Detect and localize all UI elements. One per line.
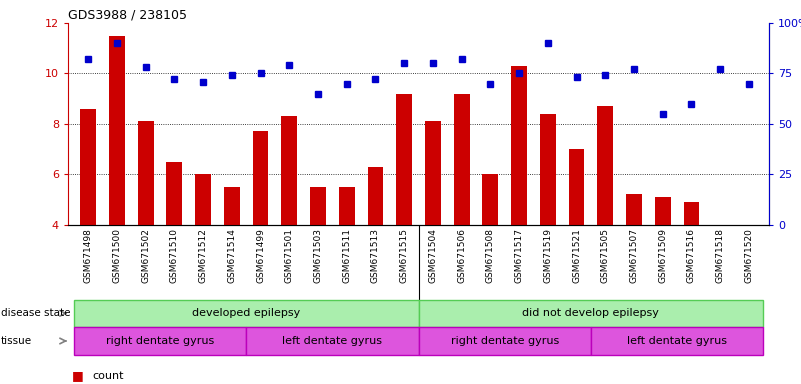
Bar bbox=[138, 121, 154, 225]
Bar bbox=[418, 327, 591, 355]
Text: right dentate gyrus: right dentate gyrus bbox=[106, 336, 214, 346]
Bar bbox=[482, 174, 498, 225]
Bar bbox=[511, 66, 527, 225]
Bar bbox=[224, 187, 239, 225]
Bar bbox=[74, 300, 419, 327]
Text: GSM671512: GSM671512 bbox=[199, 228, 207, 283]
Bar bbox=[310, 187, 326, 225]
Bar bbox=[195, 174, 211, 225]
Text: count: count bbox=[92, 371, 123, 381]
Text: GSM671508: GSM671508 bbox=[486, 228, 495, 283]
Text: GSM671506: GSM671506 bbox=[457, 228, 466, 283]
Text: GSM671499: GSM671499 bbox=[256, 228, 265, 283]
Text: did not develop epilepsy: did not develop epilepsy bbox=[522, 308, 659, 318]
Text: GSM671519: GSM671519 bbox=[543, 228, 552, 283]
Bar bbox=[453, 94, 469, 225]
Bar bbox=[540, 114, 556, 225]
Text: GDS3988 / 238105: GDS3988 / 238105 bbox=[68, 9, 187, 22]
Bar bbox=[569, 149, 585, 225]
Text: left dentate gyrus: left dentate gyrus bbox=[282, 336, 382, 346]
Bar bbox=[74, 327, 246, 355]
Text: GSM671511: GSM671511 bbox=[342, 228, 351, 283]
Text: right dentate gyrus: right dentate gyrus bbox=[451, 336, 559, 346]
Bar bbox=[683, 202, 699, 225]
Bar bbox=[80, 109, 96, 225]
Bar bbox=[368, 167, 384, 225]
Text: GSM671518: GSM671518 bbox=[715, 228, 725, 283]
Text: GSM671505: GSM671505 bbox=[601, 228, 610, 283]
Text: GSM671503: GSM671503 bbox=[313, 228, 323, 283]
Text: GSM671513: GSM671513 bbox=[371, 228, 380, 283]
Text: GSM671500: GSM671500 bbox=[112, 228, 122, 283]
Text: GSM671515: GSM671515 bbox=[400, 228, 409, 283]
Bar bbox=[396, 94, 412, 225]
Bar bbox=[281, 116, 297, 225]
Bar bbox=[654, 197, 670, 225]
Text: GSM671501: GSM671501 bbox=[285, 228, 294, 283]
Text: developed epilepsy: developed epilepsy bbox=[192, 308, 300, 318]
Text: GSM671521: GSM671521 bbox=[572, 228, 581, 283]
Text: GSM671498: GSM671498 bbox=[83, 228, 93, 283]
Text: tissue: tissue bbox=[1, 336, 32, 346]
Bar bbox=[425, 121, 441, 225]
Text: GSM671504: GSM671504 bbox=[429, 228, 437, 283]
Text: GSM671510: GSM671510 bbox=[170, 228, 179, 283]
Text: GSM671517: GSM671517 bbox=[514, 228, 524, 283]
Text: disease state: disease state bbox=[1, 308, 70, 318]
Bar bbox=[167, 162, 183, 225]
Bar bbox=[598, 106, 613, 225]
Text: GSM671514: GSM671514 bbox=[227, 228, 236, 283]
Text: GSM671502: GSM671502 bbox=[141, 228, 150, 283]
Text: left dentate gyrus: left dentate gyrus bbox=[627, 336, 727, 346]
Bar bbox=[626, 194, 642, 225]
Bar bbox=[246, 327, 418, 355]
Text: ■: ■ bbox=[72, 369, 84, 382]
Text: GSM671509: GSM671509 bbox=[658, 228, 667, 283]
Bar bbox=[252, 131, 268, 225]
Bar bbox=[418, 300, 763, 327]
Text: GSM671507: GSM671507 bbox=[630, 228, 638, 283]
Text: GSM671516: GSM671516 bbox=[687, 228, 696, 283]
Text: GSM671520: GSM671520 bbox=[744, 228, 754, 283]
Bar bbox=[591, 327, 763, 355]
Bar bbox=[339, 187, 355, 225]
Bar bbox=[109, 36, 125, 225]
